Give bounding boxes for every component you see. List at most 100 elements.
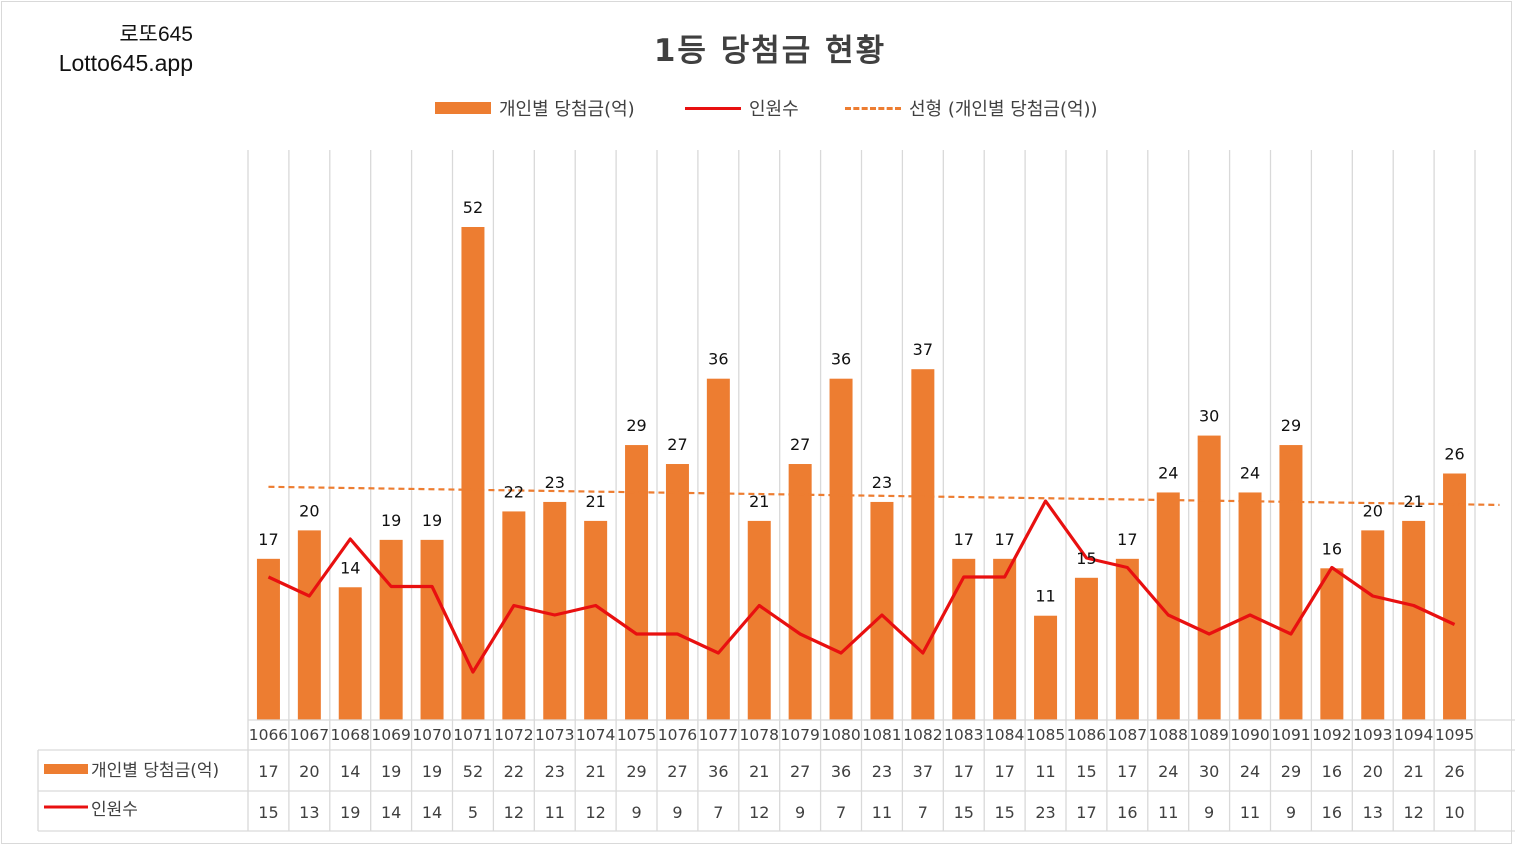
bar-data-label: 21 bbox=[1403, 492, 1423, 511]
bar bbox=[1443, 473, 1467, 720]
category-label: 1089 bbox=[1189, 726, 1228, 744]
category-label: 1079 bbox=[780, 726, 819, 744]
category-label: 1076 bbox=[658, 726, 697, 744]
table-line-value: 10 bbox=[1444, 803, 1464, 822]
bar bbox=[256, 558, 280, 720]
bar-data-label: 17 bbox=[994, 530, 1014, 549]
category-label: 1080 bbox=[821, 726, 860, 744]
bar-data-label: 52 bbox=[463, 198, 483, 217]
bar bbox=[1156, 492, 1180, 720]
table-line-value: 12 bbox=[1403, 803, 1423, 822]
legend-item-line: 인원수 bbox=[685, 96, 799, 120]
category-label: 1095 bbox=[1435, 726, 1474, 744]
table-row-header-bars: 개인별 당첨금(억) bbox=[91, 761, 219, 781]
bar bbox=[952, 558, 976, 720]
category-label: 1074 bbox=[576, 726, 615, 744]
bar-data-label: 23 bbox=[872, 473, 892, 492]
table-bar-value: 29 bbox=[626, 762, 646, 781]
bar bbox=[1238, 492, 1262, 720]
table-bar-value: 19 bbox=[381, 762, 401, 781]
table-bar-value: 52 bbox=[463, 762, 483, 781]
category-label: 1075 bbox=[617, 726, 656, 744]
category-label: 1082 bbox=[903, 726, 942, 744]
table-line-value: 11 bbox=[1240, 803, 1260, 822]
bar bbox=[706, 378, 730, 720]
table-line-value: 9 bbox=[795, 803, 805, 822]
table-line-value: 13 bbox=[1363, 803, 1383, 822]
table-bar-value: 23 bbox=[872, 762, 892, 781]
bar bbox=[1197, 435, 1221, 720]
bar bbox=[665, 464, 689, 720]
table-line-value: 7 bbox=[836, 803, 846, 822]
category-label: 1091 bbox=[1271, 726, 1310, 744]
bar-data-label: 21 bbox=[749, 492, 769, 511]
table-bar-value: 19 bbox=[422, 762, 442, 781]
line-series bbox=[267, 499, 1456, 674]
table-bar-swatch bbox=[44, 764, 88, 774]
table-bar-value: 30 bbox=[1199, 762, 1219, 781]
bar bbox=[420, 539, 444, 720]
table-line-value: 9 bbox=[1204, 803, 1214, 822]
table-bar-value: 24 bbox=[1240, 762, 1260, 781]
table-bar-value: 27 bbox=[790, 762, 810, 781]
bar bbox=[461, 227, 485, 720]
bar bbox=[338, 587, 362, 720]
bar bbox=[1402, 520, 1426, 720]
table-bar-value: 23 bbox=[545, 762, 565, 781]
category-label: 1092 bbox=[1312, 726, 1351, 744]
category-label: 1090 bbox=[1230, 726, 1269, 744]
bar-data-label: 27 bbox=[790, 435, 810, 454]
legend-item-bar: 개인별 당첨금(억) bbox=[435, 96, 635, 120]
table-line-value: 15 bbox=[954, 803, 974, 822]
category-label: 1068 bbox=[331, 726, 370, 744]
bar bbox=[584, 520, 608, 720]
bar-data-label: 27 bbox=[667, 435, 687, 454]
table-line-value: 12 bbox=[504, 803, 524, 822]
bar-data-label: 37 bbox=[913, 340, 933, 359]
bar bbox=[1034, 615, 1058, 720]
table-line-value: 16 bbox=[1117, 803, 1137, 822]
table-bar-value: 20 bbox=[1363, 762, 1383, 781]
table-line-value: 14 bbox=[381, 803, 401, 822]
brand-korean: 로또645 bbox=[119, 23, 193, 46]
table-bar-value: 26 bbox=[1444, 762, 1464, 781]
table-bar-value: 17 bbox=[994, 762, 1014, 781]
bar-data-label: 20 bbox=[299, 501, 319, 520]
bar-data-label: 22 bbox=[504, 482, 524, 501]
bar-data-label: 36 bbox=[831, 350, 851, 369]
bar-data-label: 26 bbox=[1444, 445, 1464, 464]
bar bbox=[379, 539, 403, 720]
category-label: 1086 bbox=[1067, 726, 1106, 744]
bar bbox=[829, 378, 853, 720]
bar bbox=[911, 369, 935, 720]
bar-data-label: 17 bbox=[258, 530, 278, 549]
bar-data-label: 21 bbox=[585, 492, 605, 511]
table-bar-value: 21 bbox=[1403, 762, 1423, 781]
bar bbox=[747, 520, 771, 720]
bar-data-label: 23 bbox=[545, 473, 565, 492]
bar-data-label: 11 bbox=[1035, 587, 1055, 606]
legend-trend-swatch bbox=[845, 106, 901, 110]
table-line-value: 12 bbox=[749, 803, 769, 822]
trendline-path bbox=[268, 485, 1500, 507]
category-label: 1073 bbox=[535, 726, 574, 744]
chart-title: 1등 당첨금 현황 bbox=[653, 33, 887, 69]
category-label: 1088 bbox=[1149, 726, 1188, 744]
bar bbox=[1115, 558, 1139, 720]
legend-bar-label: 개인별 당첨금(억) bbox=[499, 99, 635, 120]
table-line-value: 11 bbox=[872, 803, 892, 822]
table-bar-value: 15 bbox=[1076, 762, 1096, 781]
category-label: 1084 bbox=[985, 726, 1024, 744]
category-label: 1070 bbox=[412, 726, 451, 744]
table-bar-value: 20 bbox=[299, 762, 319, 781]
table-line-value: 17 bbox=[1076, 803, 1096, 822]
table-bar-value: 21 bbox=[585, 762, 605, 781]
bar-data-label: 29 bbox=[1281, 416, 1301, 435]
bar-data-label: 19 bbox=[422, 511, 442, 530]
category-label: 1078 bbox=[740, 726, 779, 744]
bar-data-label: 17 bbox=[1117, 530, 1137, 549]
table-bar-value: 11 bbox=[1035, 762, 1055, 781]
category-label: 1067 bbox=[290, 726, 329, 744]
table-line-value: 15 bbox=[994, 803, 1014, 822]
